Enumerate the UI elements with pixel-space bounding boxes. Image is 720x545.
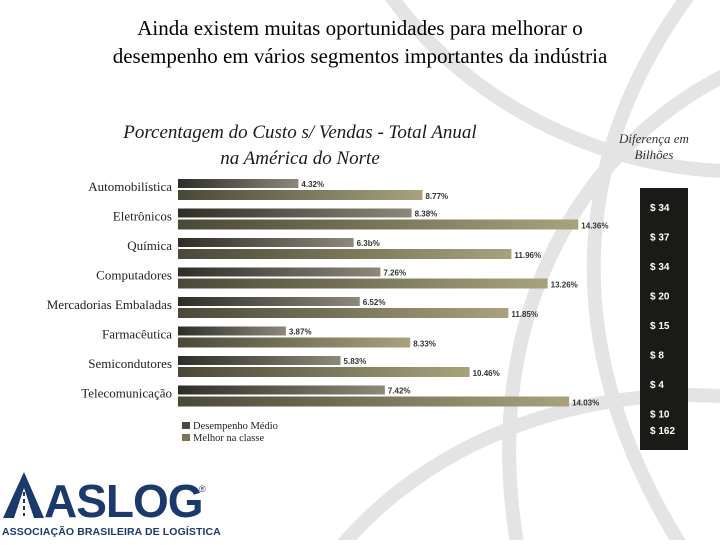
bar-best-in-class [178, 219, 579, 230]
category-label: Computadores [96, 268, 172, 283]
difference-value: $ 34 [650, 203, 670, 214]
bar-best-in-class [178, 278, 548, 289]
chart-subtitle-line1: Porcentagem do Custo s/ Vendas - Total A… [123, 122, 477, 143]
data-label-best: 8.33% [413, 340, 436, 349]
category-label: Telecomunicação [81, 386, 172, 401]
chart-subtitle-line2: na América do Norte [220, 148, 380, 169]
difference-value: $ 37 [650, 233, 670, 244]
bar-average [178, 297, 360, 306]
bar-average [178, 179, 299, 188]
data-label-best: 11.85% [511, 310, 538, 319]
bar-best-in-class [178, 337, 411, 348]
category-label: Automobilística [88, 179, 172, 194]
slide-title-line1: Ainda existem muitas oportunidades para … [137, 16, 583, 40]
data-label-best: 14.03% [572, 399, 599, 408]
category-label: Farmacêutica [102, 327, 172, 342]
data-label-best: 14.36% [581, 222, 608, 231]
difference-total: $ 162 [650, 426, 675, 437]
data-label-best: 13.26% [551, 281, 578, 290]
data-label-average: 8.38% [415, 210, 438, 219]
data-label-average: 4.32% [301, 180, 324, 189]
aslog-logo [0, 468, 215, 540]
chart-subtitle: Porcentagem do Custo s/ Vendas - Total A… [60, 120, 540, 172]
data-label-average: 7.42% [388, 387, 411, 396]
difference-value: $ 4 [650, 380, 664, 391]
legend-label-best: Melhor na classe [193, 433, 264, 444]
data-label-average: 3.87% [289, 328, 312, 337]
slide-title: Ainda existem muitas oportunidades para … [0, 14, 720, 70]
category-label: Semicondutores [88, 356, 172, 371]
data-label-best: 11.96% [514, 251, 541, 260]
registered-mark: ® [199, 484, 206, 494]
difference-header-line1: Diferença em [619, 131, 689, 146]
bar-best-in-class [178, 249, 512, 259]
data-label-average: 6.3b% [357, 239, 380, 248]
data-label-average: 6.52% [363, 298, 386, 307]
data-label-average: 5.83% [344, 357, 367, 366]
difference-column-header: Diferença em Bilhões [604, 131, 704, 163]
bar-average [178, 326, 286, 336]
legend-swatch-average [182, 422, 190, 429]
category-label: Química [127, 238, 172, 253]
difference-value: $ 15 [650, 321, 670, 332]
bar-average [178, 385, 385, 395]
bar-average [178, 267, 381, 277]
legend-label-average: Desempenho Médio [193, 421, 278, 432]
bar-best-in-class [178, 190, 423, 200]
category-label: Mercadorias Embaladas [47, 297, 172, 312]
difference-value: $ 10 [650, 410, 670, 421]
difference-value: $ 8 [650, 351, 664, 362]
data-label-best: 8.77% [425, 192, 448, 201]
data-label-best: 10.46% [473, 369, 500, 378]
bar-chart: Automobilística 4.32% 8.77% $ 34 Eletrônicos… [47, 179, 688, 450]
difference-header-line2: Bilhões [634, 147, 674, 162]
bar-average [178, 208, 412, 218]
slide-title-line2: desempenho em vários segmentos important… [112, 44, 608, 68]
logo-subtext: ASSOCIAÇÃO BRASILEIRA DE LOGÍSTICA [2, 526, 221, 538]
data-label-average: 7.26% [383, 269, 406, 278]
bar-best-in-class [178, 396, 570, 407]
category-label: Eletrônicos [113, 209, 172, 224]
difference-value: $ 34 [650, 262, 670, 273]
bar-best-in-class [178, 367, 470, 377]
bar-best-in-class [178, 308, 509, 318]
bar-average [178, 238, 354, 247]
legend-swatch-best [182, 434, 190, 441]
logo-road-triangle-icon [3, 472, 44, 518]
difference-panel [640, 188, 688, 450]
logo-wordmark: ASLOG [44, 475, 204, 527]
difference-value: $ 20 [650, 292, 670, 303]
bar-average [178, 356, 341, 365]
